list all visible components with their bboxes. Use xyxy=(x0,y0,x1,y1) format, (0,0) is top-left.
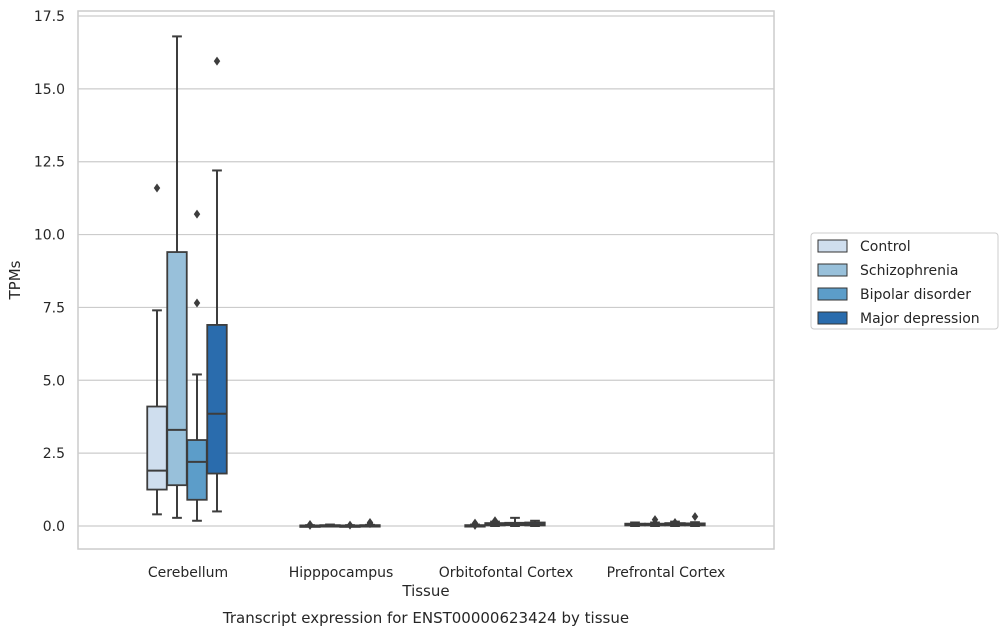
box-bipolar-disorder xyxy=(504,516,526,527)
box-iqr xyxy=(166,251,188,487)
outlier-point xyxy=(193,209,201,219)
chart-title: Transcript expression for ENST0000062342… xyxy=(222,609,629,627)
y-tick-label: 12.5 xyxy=(34,155,65,171)
x-axis-label: Tissue xyxy=(401,582,449,600)
box-schizophrenia xyxy=(319,523,341,528)
box-iqr xyxy=(186,439,208,501)
box-major-depression xyxy=(206,56,228,513)
box-bipolar-disorder xyxy=(186,209,208,522)
outlier-point xyxy=(471,520,479,530)
x-tick-labels: Cerebellum Hipppocampus Orbitofontal Corte… xyxy=(148,565,725,581)
y-tick-label: 7.5 xyxy=(43,300,65,316)
box-schizophrenia xyxy=(166,35,188,519)
y-tick-label: 5.0 xyxy=(43,373,65,389)
legend-label: Major depression xyxy=(860,311,980,327)
legend-frame xyxy=(810,232,999,330)
y-axis-label: TPMs xyxy=(6,260,24,300)
box-major-depression xyxy=(684,512,706,527)
x-tick-label: Hipppocampus xyxy=(289,565,394,581)
y-tick-label: 17.5 xyxy=(34,9,65,25)
box-control xyxy=(464,518,486,530)
outlier-point xyxy=(366,518,374,528)
legend-swatch xyxy=(817,239,848,253)
box-major-depression xyxy=(524,519,546,527)
box-major-depression xyxy=(359,518,381,529)
outlier-point xyxy=(671,518,679,528)
legend-swatch xyxy=(817,287,848,301)
y-tick-labels: 0.0 2.5 5.0 7.5 10.0 12.5 15.0 17.5 xyxy=(34,9,65,535)
outlier-point xyxy=(153,183,161,193)
box-schizophrenia xyxy=(644,515,666,527)
outlier-point xyxy=(193,298,201,308)
outlier-point xyxy=(306,520,314,530)
y-tick-label: 2.5 xyxy=(43,446,65,462)
box-bipolar-disorder xyxy=(339,520,361,530)
legend-swatch xyxy=(817,263,848,277)
x-tick-label: Orbitofontal Cortex xyxy=(439,565,574,581)
box-iqr xyxy=(146,405,168,491)
outlier-point xyxy=(691,512,699,522)
x-tick-label: Cerebellum xyxy=(148,565,228,581)
legend-label: Bipolar disorder xyxy=(860,287,971,303)
y-tick-label: 15.0 xyxy=(34,82,65,98)
outlier-point xyxy=(491,516,499,526)
box-control xyxy=(624,521,646,527)
x-tick-label: Prefrontal Cortex xyxy=(607,565,726,581)
plot-frame xyxy=(77,10,775,550)
y-tick-label: 10.0 xyxy=(34,228,65,244)
box-control xyxy=(299,520,321,530)
y-tick-label: 0.0 xyxy=(43,519,65,535)
legend-label: Schizophrenia xyxy=(860,263,958,279)
legend: Control Schizophrenia Bipolar disorder Majo… xyxy=(810,232,999,330)
outlier-point xyxy=(651,515,659,525)
box-control xyxy=(146,183,168,516)
outlier-point xyxy=(213,56,221,66)
box-schizophrenia xyxy=(484,516,506,527)
outlier-point xyxy=(346,520,354,530)
legend-label: Control xyxy=(860,239,911,255)
boxes-layer xyxy=(146,35,706,530)
box-iqr xyxy=(206,324,228,475)
box-bipolar-disorder xyxy=(664,518,686,528)
legend-swatch xyxy=(817,311,848,325)
